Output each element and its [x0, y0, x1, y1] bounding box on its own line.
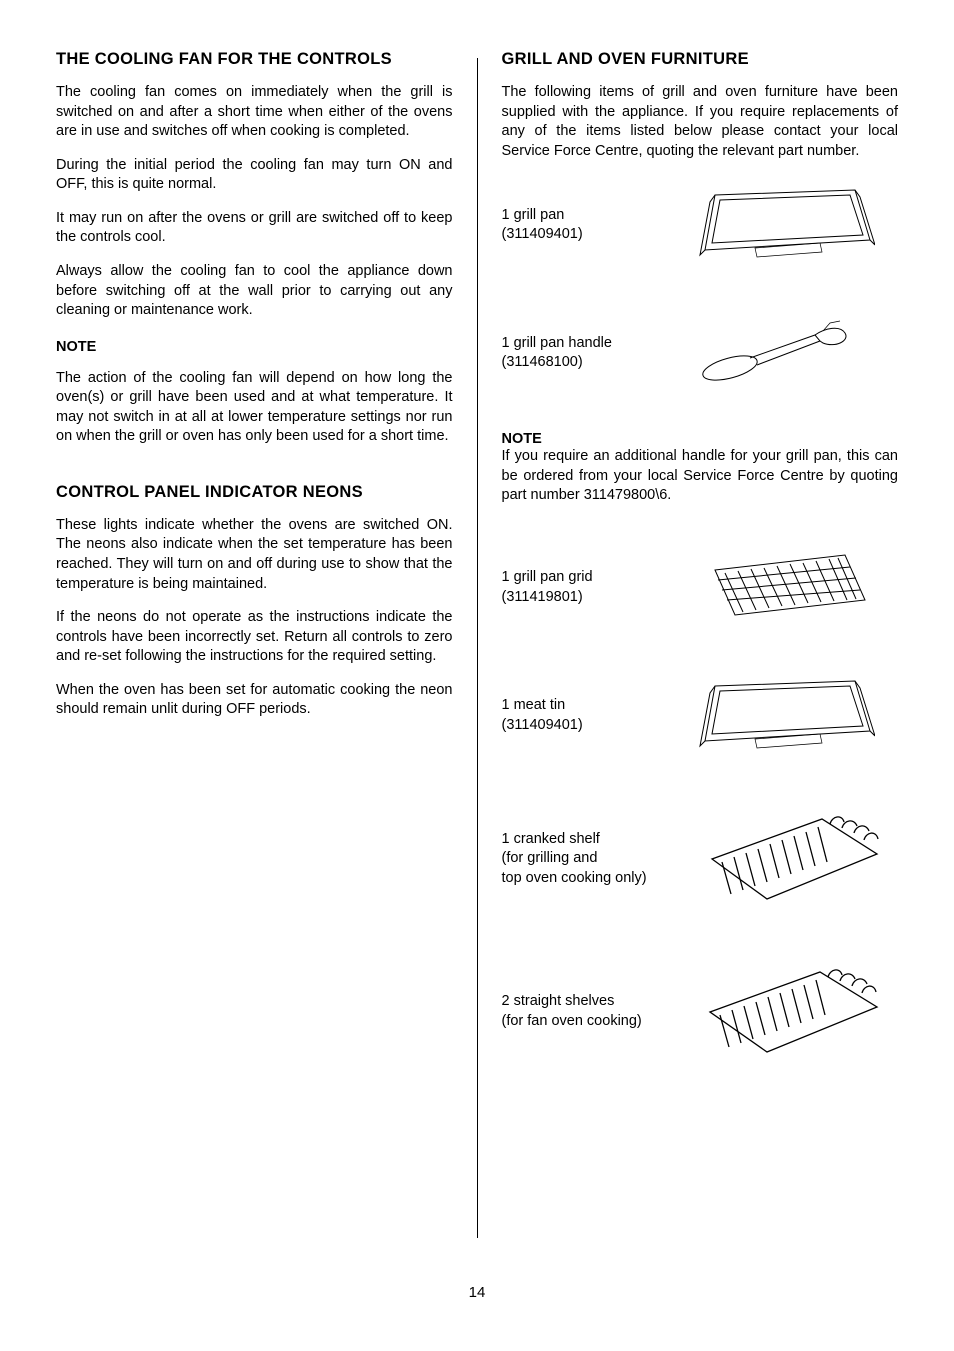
grill-pan-grid-icon — [662, 550, 899, 625]
control-panel-p3: When the oven has been set for automatic… — [56, 681, 453, 720]
straight-shelves-label: 2 straight shelves (for fan oven cooking… — [502, 992, 677, 1031]
furniture-item-grill-pan-handle: 1 grill pan handle (311468100) — [502, 303, 899, 403]
left-column: THE COOLING FAN FOR THE CONTROLS The coo… — [56, 50, 477, 1238]
right-column: GRILL AND OVEN FURNITURE The following i… — [478, 50, 899, 1238]
grill-pan-icon — [662, 180, 899, 270]
cooling-fan-p3: It may run on after the ovens or grill a… — [56, 209, 453, 248]
furniture-note-heading: NOTE — [502, 431, 899, 447]
page-content: THE COOLING FAN FOR THE CONTROLS The coo… — [0, 0, 954, 1278]
control-panel-p2: If the neons do not operate as the instr… — [56, 608, 453, 667]
cooling-fan-p1: The cooling fan comes on immediately whe… — [56, 83, 453, 142]
cooling-fan-p4: Always allow the cooling fan to cool the… — [56, 262, 453, 321]
grill-pan-handle-label: 1 grill pan handle (311468100) — [502, 334, 662, 373]
furniture-item-grill-pan-grid: 1 grill pan grid (311419801) — [502, 538, 899, 638]
furniture-item-cranked-shelf: 1 cranked shelf (for grilling and top ov… — [502, 794, 899, 924]
control-panel-p1: These lights indicate whether the ovens … — [56, 516, 453, 594]
furniture-note-text: If you require an additional handle for … — [502, 447, 899, 506]
furniture-intro: The following items of grill and oven fu… — [502, 83, 899, 161]
meat-tin-icon — [662, 671, 899, 761]
furniture-item-grill-pan: 1 grill pan (311409401) — [502, 175, 899, 275]
furniture-heading: GRILL AND OVEN FURNITURE — [502, 50, 899, 69]
furniture-item-meat-tin: 1 meat tin (311409401) — [502, 666, 899, 766]
cooling-fan-note-text: The action of the cooling fan will depen… — [56, 369, 453, 447]
cranked-shelf-icon — [677, 804, 899, 914]
cranked-shelf-label: 1 cranked shelf (for grilling and top ov… — [502, 830, 677, 889]
grill-pan-label: 1 grill pan (311409401) — [502, 206, 662, 245]
cooling-fan-note-heading: NOTE — [56, 339, 453, 355]
page-number: 14 — [0, 1284, 954, 1301]
meat-tin-label: 1 meat tin (311409401) — [502, 696, 662, 735]
straight-shelves-icon — [677, 957, 899, 1067]
grill-pan-handle-icon — [662, 313, 899, 393]
cooling-fan-heading: THE COOLING FAN FOR THE CONTROLS — [56, 50, 453, 69]
grill-pan-grid-label: 1 grill pan grid (311419801) — [502, 568, 662, 607]
cooling-fan-p2: During the initial period the cooling fa… — [56, 156, 453, 195]
control-panel-heading: CONTROL PANEL INDICATOR NEONS — [56, 483, 453, 502]
furniture-item-straight-shelves: 2 straight shelves (for fan oven cooking… — [502, 952, 899, 1072]
